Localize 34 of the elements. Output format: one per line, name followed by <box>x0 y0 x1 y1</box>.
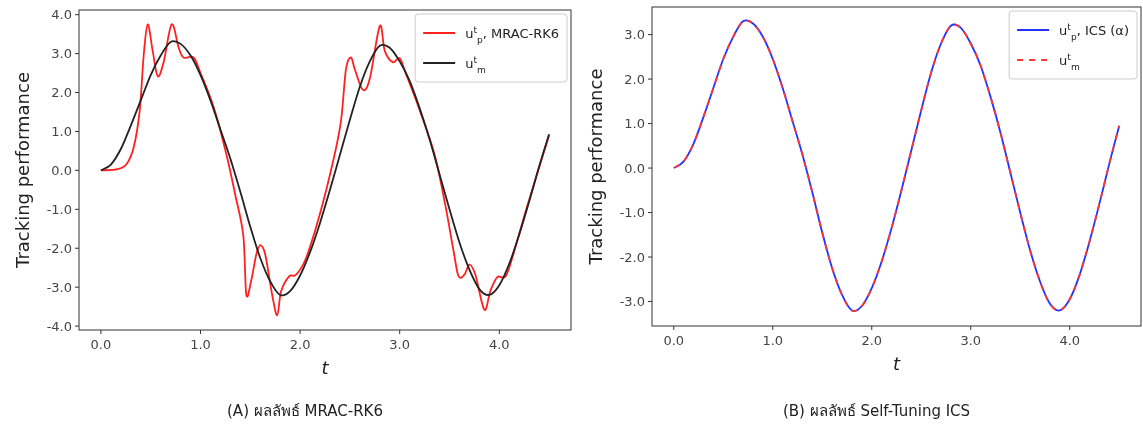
y-tick-label: 4.0 <box>51 7 72 23</box>
x-tick-label: 4.0 <box>1059 333 1081 348</box>
y-tick-label: 1.0 <box>624 116 645 132</box>
y-tick-label: -3.0 <box>46 279 72 295</box>
x-tick-label: 4.0 <box>488 337 510 352</box>
text: (A) ผลลัพธ์ MRAC-RK6 <box>227 402 383 420</box>
x-tick-label: 1.0 <box>190 337 211 352</box>
legend-label: u$^{t}$$_{p}$, MRAC-RK6 <box>465 25 559 45</box>
x-tick-label: 2.0 <box>289 337 311 352</box>
y-tick-label: -1.0 <box>46 201 72 217</box>
y-tick-label: 0.0 <box>51 162 72 178</box>
y-tick-label: 3.0 <box>51 46 72 62</box>
x-tick-label: 3.0 <box>960 333 982 348</box>
x-tick-label: 3.0 <box>389 337 411 352</box>
legend-label: u$^{t}$$_{p}$, ICS (α) <box>1059 22 1129 42</box>
y-tick-label: -2.0 <box>619 249 645 265</box>
text: (B) ผลลัพธ์ Self-Tuning ICS <box>782 402 971 420</box>
y-tick-label: 1.0 <box>51 123 72 139</box>
y-tick-label: 2.0 <box>624 71 645 87</box>
x-tick-label: 0.0 <box>663 333 685 348</box>
y-tick-label: 0.0 <box>624 160 645 176</box>
y-tick-label: 3.0 <box>624 27 645 43</box>
y-tick-label: -4.0 <box>46 318 72 334</box>
x-axis-title: t <box>892 353 901 374</box>
x-tick-label: 2.0 <box>861 333 883 348</box>
x-tick-label: 0.0 <box>90 337 112 352</box>
y-tick-label: -1.0 <box>619 205 645 221</box>
y-axis-title: Tracking performance <box>12 72 33 269</box>
y-tick-label: -2.0 <box>46 240 72 256</box>
x-axis-title: t <box>321 357 330 378</box>
y-axis-title: Tracking performance <box>585 68 606 266</box>
x-tick-label: 1.0 <box>762 333 784 348</box>
y-tick-label: 2.0 <box>51 85 72 101</box>
y-tick-label: -3.0 <box>619 294 645 310</box>
